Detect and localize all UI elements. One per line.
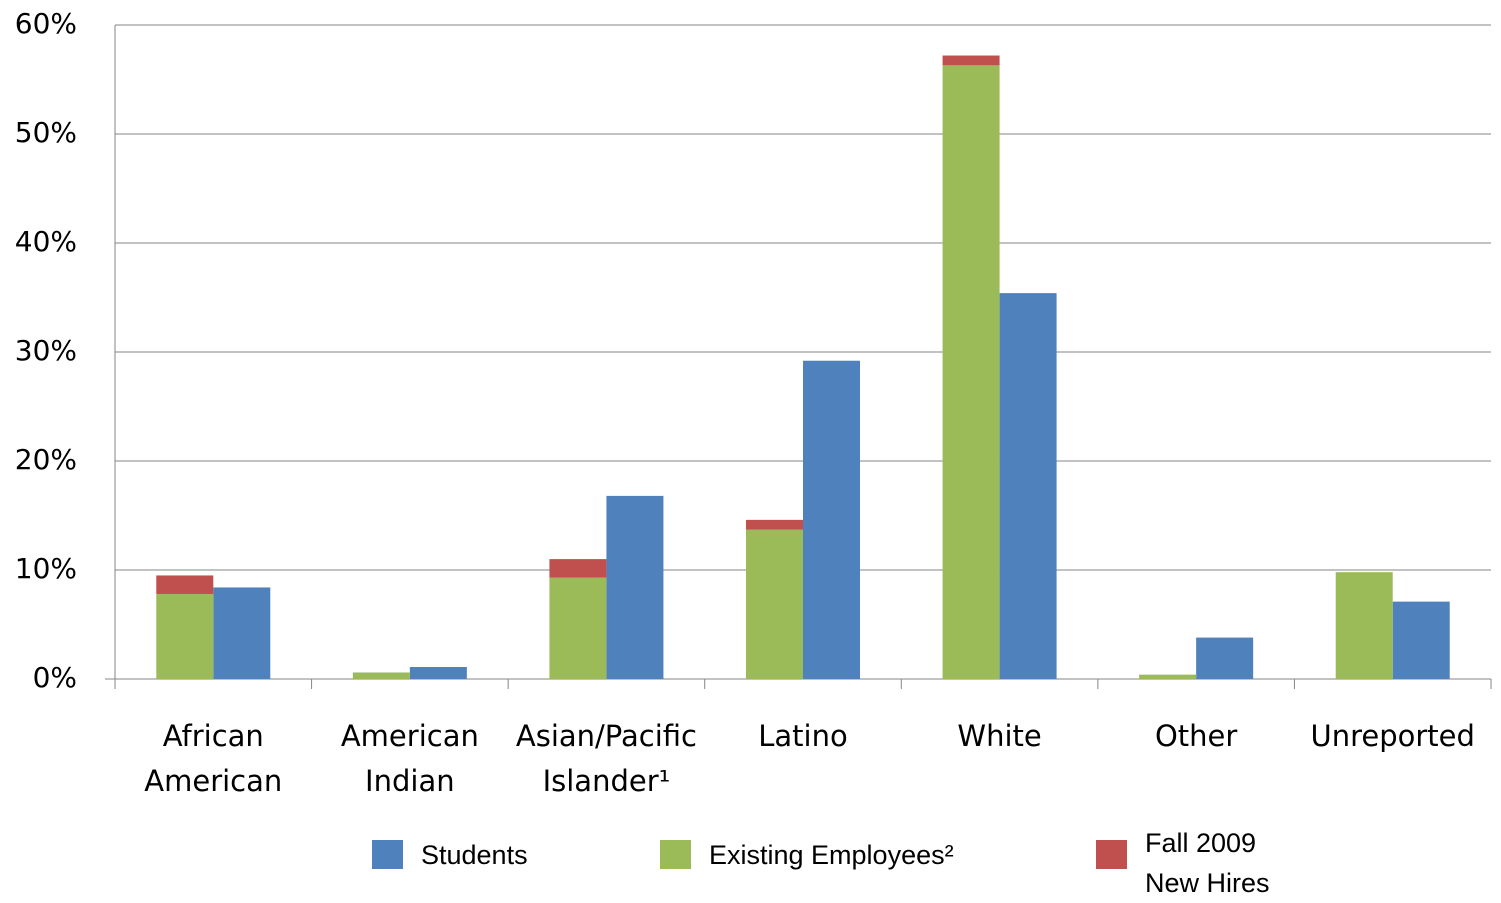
bar	[942, 55, 1000, 66]
legend-swatch	[1096, 840, 1127, 869]
bar	[1392, 601, 1450, 679]
bar	[156, 593, 214, 679]
legend-swatch	[660, 840, 691, 869]
bar	[1139, 674, 1197, 679]
bar	[745, 519, 803, 530]
bar	[999, 293, 1057, 679]
legend-swatch	[372, 840, 403, 869]
legend-label: Fall 2009 New Hires	[1145, 828, 1270, 898]
bar	[156, 575, 214, 594]
x-tick-label: White	[957, 719, 1042, 753]
bar	[942, 65, 1000, 679]
bar	[745, 529, 803, 679]
bar	[549, 577, 607, 679]
x-tick-label: Asian/Pacific Islander¹	[515, 719, 697, 798]
y-tick-label: 20%	[15, 443, 77, 476]
bar	[352, 672, 410, 679]
y-tick-label: 40%	[15, 225, 77, 258]
bar	[1196, 637, 1254, 679]
y-tick-label: 10%	[15, 552, 77, 585]
x-tick-label: American Indian	[340, 719, 479, 798]
x-tick-label: Unreported	[1310, 719, 1475, 753]
x-tick-label: Other	[1154, 719, 1238, 753]
x-tick-label: African American	[144, 719, 283, 798]
bar	[213, 587, 271, 679]
bar	[803, 360, 861, 679]
legend-label: Students	[421, 840, 528, 870]
bar	[549, 559, 607, 578]
legend-label: Existing Employees²	[709, 840, 954, 870]
y-tick-label: 60%	[15, 7, 77, 40]
bar	[1335, 572, 1393, 679]
x-tick-label: Latino	[758, 719, 848, 753]
bar	[606, 495, 664, 679]
bar	[409, 667, 467, 679]
y-tick-label: 50%	[15, 116, 77, 149]
y-tick-label: 30%	[15, 334, 77, 367]
y-tick-label: 0%	[33, 661, 77, 694]
